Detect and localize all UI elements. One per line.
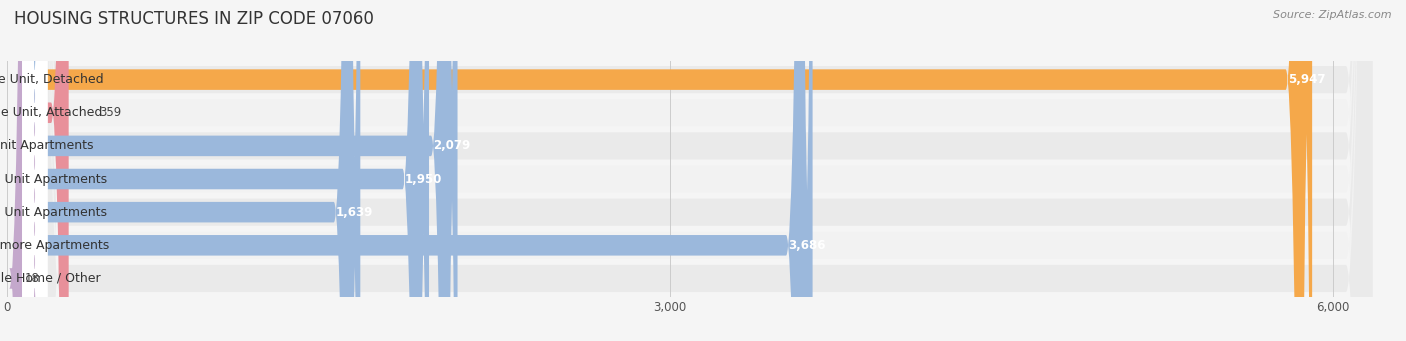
FancyBboxPatch shape (447, 0, 457, 341)
FancyBboxPatch shape (25, 0, 804, 341)
FancyBboxPatch shape (22, 0, 48, 341)
FancyBboxPatch shape (1301, 0, 1312, 341)
FancyBboxPatch shape (25, 0, 352, 341)
FancyBboxPatch shape (22, 0, 48, 341)
FancyBboxPatch shape (34, 0, 1372, 341)
Text: 5 to 9 Unit Apartments: 5 to 9 Unit Apartments (0, 206, 107, 219)
FancyBboxPatch shape (25, 0, 1303, 341)
FancyBboxPatch shape (34, 0, 1372, 341)
FancyBboxPatch shape (22, 0, 48, 341)
FancyBboxPatch shape (10, 0, 42, 341)
Text: 10 or more Apartments: 10 or more Apartments (0, 239, 108, 252)
Text: 359: 359 (100, 106, 122, 119)
FancyBboxPatch shape (25, 0, 69, 341)
FancyBboxPatch shape (22, 0, 48, 341)
Text: 3,686: 3,686 (789, 239, 825, 252)
Text: 2,079: 2,079 (433, 139, 471, 152)
Text: 1,639: 1,639 (336, 206, 374, 219)
FancyBboxPatch shape (25, 0, 449, 341)
Text: 1,950: 1,950 (405, 173, 443, 186)
Text: 5,947: 5,947 (1288, 73, 1326, 86)
FancyBboxPatch shape (22, 0, 48, 341)
Text: Source: ZipAtlas.com: Source: ZipAtlas.com (1274, 10, 1392, 20)
FancyBboxPatch shape (22, 0, 48, 341)
Text: 18: 18 (24, 272, 39, 285)
Text: 2 Unit Apartments: 2 Unit Apartments (0, 139, 93, 152)
FancyBboxPatch shape (25, 0, 420, 341)
FancyBboxPatch shape (34, 0, 1372, 341)
FancyBboxPatch shape (801, 0, 813, 341)
FancyBboxPatch shape (22, 0, 48, 341)
FancyBboxPatch shape (34, 0, 1372, 341)
FancyBboxPatch shape (34, 0, 1372, 341)
FancyBboxPatch shape (418, 0, 429, 341)
FancyBboxPatch shape (34, 0, 1372, 341)
Text: 3 or 4 Unit Apartments: 3 or 4 Unit Apartments (0, 173, 107, 186)
Text: Single Unit, Detached: Single Unit, Detached (0, 73, 104, 86)
FancyBboxPatch shape (349, 0, 360, 341)
Text: HOUSING STRUCTURES IN ZIP CODE 07060: HOUSING STRUCTURES IN ZIP CODE 07060 (14, 10, 374, 28)
Text: Mobile Home / Other: Mobile Home / Other (0, 272, 101, 285)
FancyBboxPatch shape (34, 0, 1372, 341)
Text: Single Unit, Attached: Single Unit, Attached (0, 106, 103, 119)
